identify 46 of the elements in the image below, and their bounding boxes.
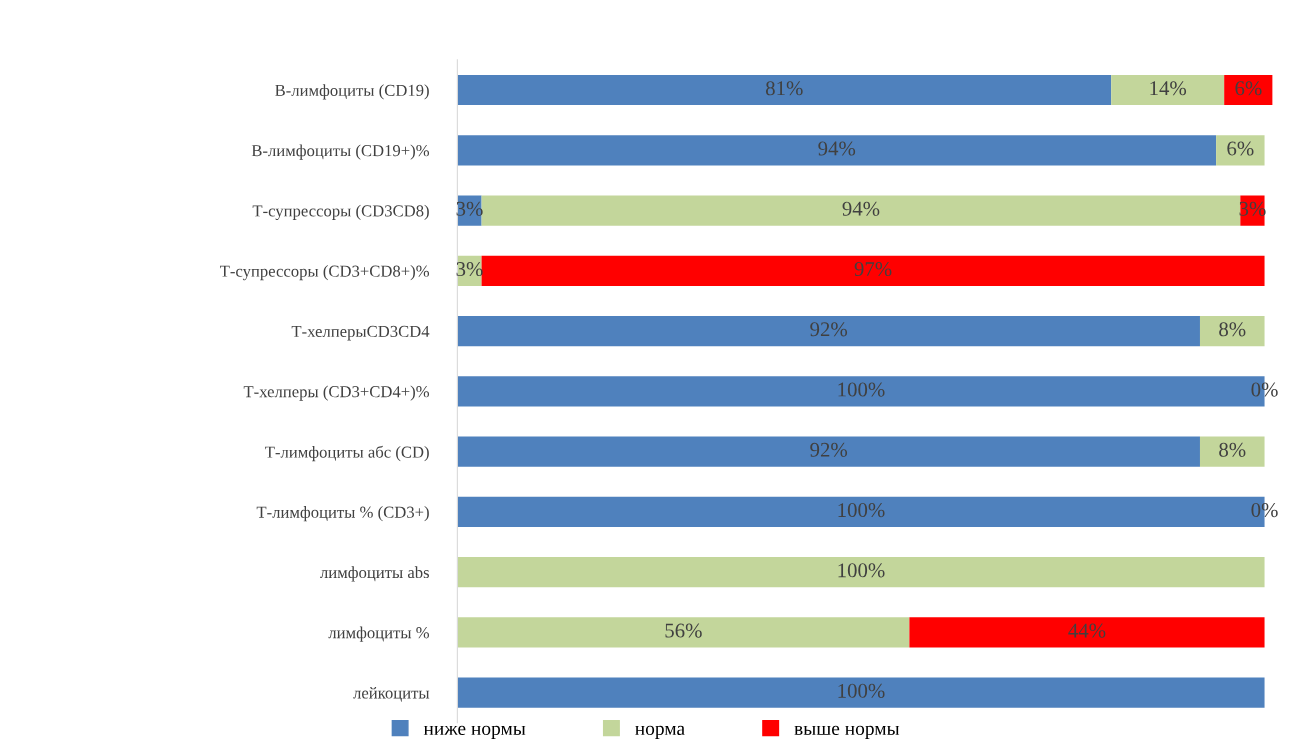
data-label: 6% <box>1227 141 1254 156</box>
bar <box>481 255 1265 286</box>
bar <box>1111 74 1225 106</box>
y-tick-label: Т-супрессоры (CD3CD8) <box>252 204 429 220</box>
data-label: 92% <box>810 322 848 337</box>
bar <box>1224 74 1273 106</box>
y-tick-label: лейкоциты <box>353 687 430 702</box>
y-tick-label: Т-хелперы (CD3+CD4+)% <box>243 385 430 401</box>
bar <box>457 617 910 648</box>
data-label: 94% <box>842 201 880 216</box>
bar <box>457 677 1265 708</box>
data-label: 8% <box>1219 442 1246 457</box>
data-label: 97% <box>854 261 892 277</box>
bar <box>457 316 1200 347</box>
data-label: 81% <box>765 81 803 96</box>
bar <box>457 557 1265 588</box>
y-tick-label: В-лимфоциты (CD19+)% <box>251 144 430 160</box>
data-label: 100% <box>838 382 885 397</box>
data-label: 56% <box>665 623 702 638</box>
legend-label: ниже нормы <box>423 725 526 739</box>
y-tick-label: Т-хелперыCD3CD4 <box>291 325 430 341</box>
bar <box>909 617 1265 648</box>
data-label: 14% <box>1150 81 1187 96</box>
bar <box>481 195 1241 226</box>
y-tick-label: Т-супрессоры (CD3+CD8+)% <box>220 265 430 281</box>
bar <box>457 74 1112 106</box>
data-label: 44% <box>1068 623 1106 638</box>
y-tick-label: лимфоциты % <box>328 626 430 642</box>
bar <box>457 135 1217 166</box>
y-tick-label: В-лимфоциты (CD19) <box>275 84 429 100</box>
data-label: 92% <box>810 442 848 457</box>
data-label: 100% <box>838 563 885 578</box>
bar <box>457 436 1200 467</box>
y-tick-label: Т-лимфоциты % (CD3+) <box>256 506 429 522</box>
data-label: 6% <box>1235 81 1262 96</box>
data-label: 100% <box>838 683 885 698</box>
data-label: 8% <box>1219 322 1246 337</box>
bar <box>1199 436 1265 467</box>
legend-label: выше нормы <box>794 725 900 739</box>
bar <box>1199 316 1265 347</box>
y-tick-label: лимфоциты abs <box>320 566 429 582</box>
bar <box>1216 135 1265 166</box>
data-label: 94% <box>818 141 856 156</box>
y-tick-label: Т-лимфоциты абс (CD) <box>265 445 429 462</box>
legend-label: норма <box>635 725 685 739</box>
data-label: 100% <box>838 503 885 518</box>
